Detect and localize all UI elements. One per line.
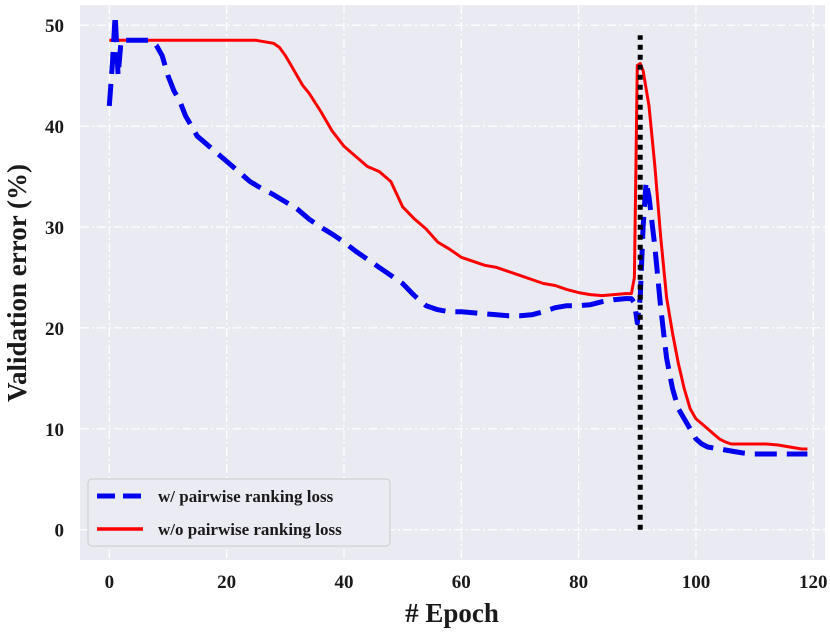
y-tick-label: 50 bbox=[45, 16, 64, 37]
legend-box bbox=[87, 478, 391, 547]
y-tick-label: 30 bbox=[45, 218, 64, 239]
y-tick-labels: 0 10 20 30 40 50 bbox=[45, 16, 64, 542]
gridlines bbox=[80, 5, 825, 560]
plot-background bbox=[80, 5, 825, 560]
y-axis-title: Validation error (%) bbox=[2, 164, 32, 402]
series-line-without-ranking bbox=[109, 38, 808, 451]
y-tick-label: 20 bbox=[45, 319, 64, 340]
y-tick-label: 10 bbox=[45, 420, 64, 441]
x-tick-label: 60 bbox=[452, 572, 471, 593]
legend: w/ pairwise ranking loss w/o pairwise ra… bbox=[87, 478, 391, 547]
x-tick-label: 100 bbox=[682, 572, 711, 593]
x-tick-label: 40 bbox=[334, 572, 353, 593]
legend-label-with-ranking: w/ pairwise ranking loss bbox=[158, 487, 334, 506]
y-tick-label: 40 bbox=[45, 117, 64, 138]
x-tick-label: 20 bbox=[217, 572, 236, 593]
legend-label-without-ranking: w/o pairwise ranking loss bbox=[158, 520, 342, 539]
x-axis-title: # Epoch bbox=[405, 598, 499, 628]
series-layer bbox=[106, 12, 808, 530]
x-tick-label: 120 bbox=[799, 572, 828, 593]
x-tick-labels: 0 20 40 60 80 100 120 bbox=[105, 572, 828, 593]
x-tick-label: 0 bbox=[105, 572, 115, 593]
y-tick-label: 0 bbox=[55, 521, 65, 542]
x-tick-label: 80 bbox=[569, 572, 588, 593]
series-line-with-ranking bbox=[106, 12, 808, 457]
